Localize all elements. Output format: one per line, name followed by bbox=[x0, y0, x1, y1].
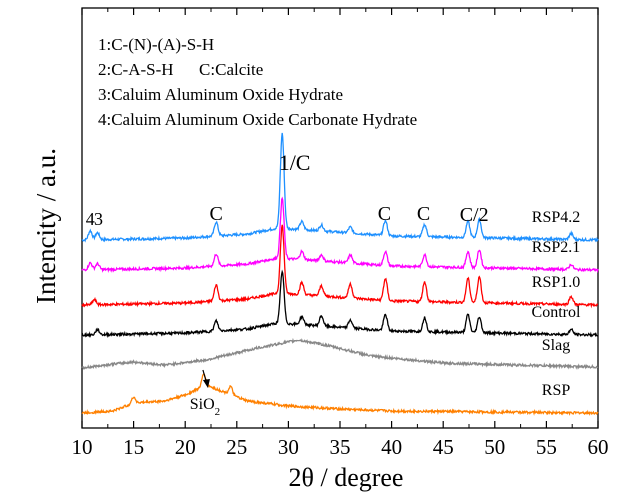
x-tick-label: 40 bbox=[381, 435, 402, 459]
series-line-control bbox=[81, 269, 599, 339]
series-label: RSP2.1 bbox=[532, 239, 580, 256]
series-label: RSP bbox=[542, 382, 571, 399]
peak-annotation: 1/C bbox=[279, 150, 311, 175]
x-tick-label: 25 bbox=[226, 435, 247, 459]
y-axis-label: Intencity / a.u. bbox=[31, 148, 61, 304]
series-line-rsp1-0 bbox=[81, 224, 599, 309]
peak-annotation: C bbox=[417, 203, 430, 225]
peak-annotation: 4 bbox=[86, 209, 95, 229]
series-line-rsp bbox=[81, 372, 599, 416]
x-tick-label: 45 bbox=[433, 435, 454, 459]
peak-annotation: C/2 bbox=[460, 204, 489, 226]
legend-note: 3:Caluim Aluminum Oxide Hydrate bbox=[98, 85, 343, 104]
legend-note: 4:Caluim Aluminum Oxide Carbonate Hydrat… bbox=[98, 110, 417, 129]
peak-annotation: 3 bbox=[94, 209, 103, 229]
series-line-slag bbox=[81, 337, 599, 370]
legend-note: 2:C-A-S-H C:Calcite bbox=[98, 60, 263, 79]
series-line-rsp2-1 bbox=[81, 196, 599, 274]
annotation-sio2: SiO2 bbox=[190, 396, 220, 418]
x-tick-label: 20 bbox=[175, 435, 196, 459]
x-tick-label: 35 bbox=[330, 435, 351, 459]
legend-note: 1:C-(N)-(A)-S-H bbox=[98, 35, 214, 54]
x-tick-label: 15 bbox=[123, 435, 144, 459]
series-label: Slag bbox=[542, 337, 570, 354]
series-label: RSP1.0 bbox=[532, 274, 580, 291]
x-tick-label: 55 bbox=[536, 435, 557, 459]
series-line-rsp4-2 bbox=[81, 132, 599, 243]
x-tick-label: 50 bbox=[484, 435, 505, 459]
series-label: RSP4.2 bbox=[532, 209, 580, 226]
x-tick-label: 10 bbox=[72, 435, 93, 459]
series-label: Control bbox=[532, 304, 581, 321]
peak-annotation: C bbox=[209, 203, 222, 225]
x-tick-label: 30 bbox=[278, 435, 299, 459]
peak-annotation: C bbox=[378, 203, 391, 225]
x-axis-label: 2θ / degree bbox=[289, 463, 404, 492]
x-tick-label: 60 bbox=[588, 435, 609, 459]
annotation-arrow-head bbox=[202, 379, 210, 388]
